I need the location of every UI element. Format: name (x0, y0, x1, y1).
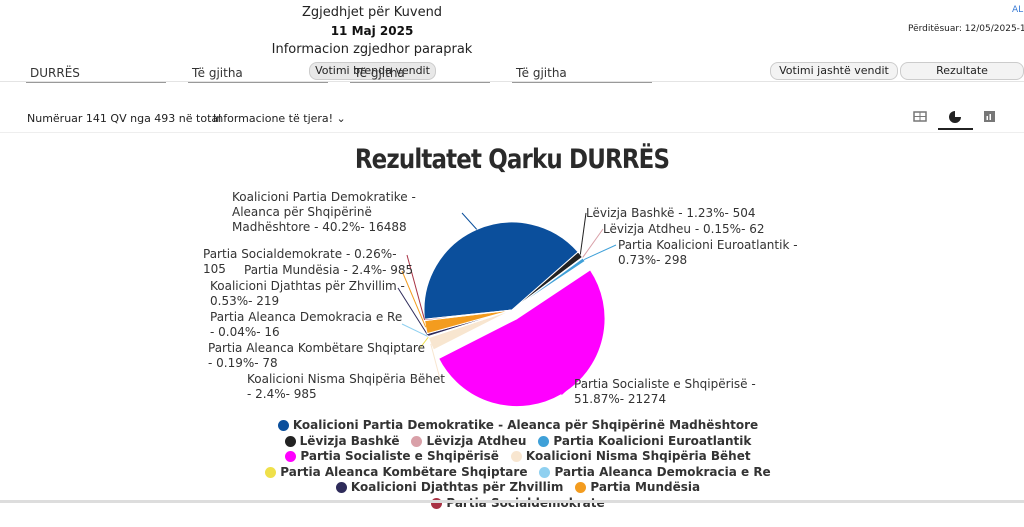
header-subtitle: Informacion zgjedhor paraprak (271, 42, 473, 57)
legend-label: Lëvizja Atdheu (426, 433, 527, 448)
data-label: Partia Mundësia - 2.4%- 985 (244, 263, 414, 277)
legend-label: Partia Koalicioni Euroatlantik (553, 433, 752, 448)
data-label: Partia Socialiste e Shqipërisë - 51.87%-… (574, 377, 756, 406)
chart-title: Rezultatet Qarku DURRËS (354, 144, 670, 175)
bottom-bar (0, 500, 1024, 503)
legend-item: Partia Aleanca Kombëtare Shqiptare (265, 465, 527, 481)
data-label: Lëvizja Bashkë - 1.23%- 504 (586, 206, 756, 220)
updated: Përditësuar: 12/05/2025-11:35 (908, 24, 1024, 34)
data-label: Koalicioni Nisma Shqipëria Bëhet - 2.4%-… (247, 372, 445, 401)
header-date: 11 Maj 2025 (330, 24, 414, 38)
leader-line (401, 270, 427, 328)
tab-button[interactable]: Votimi brenda vendit (309, 62, 436, 80)
filter[interactable]: Të gjitha (350, 60, 490, 83)
leader-line (582, 228, 604, 258)
data-label: Partia Aleanca Kombëtare Shqiptare - 0.1… (208, 341, 425, 370)
legend: Koalicioni Partia Demokratike - Aleanca … (238, 418, 798, 511)
legend-item: Partia Koalicioni Euroatlantik (538, 434, 751, 450)
legend-swatch (538, 435, 550, 447)
legend-label: Partia Aleanca Kombëtare Shqiptare (280, 464, 528, 479)
data-label: Partia Aleanca Demokracia e Re - 0.04%- … (210, 310, 403, 339)
data-label: Koalicioni Partia Demokratike - Aleanca … (232, 190, 416, 234)
legend-label: Koalicioni Nisma Shqipëria Bëhet (525, 449, 751, 463)
legend-swatch (510, 451, 522, 463)
data-label: Partia Koalicioni Euroatlantik - 0.73%- … (618, 238, 798, 267)
divider (0, 81, 1024, 82)
filter[interactable]: Të gjitha (188, 60, 328, 83)
filter-text: Të gjitha (516, 66, 567, 80)
tab-button[interactable]: Votimi jashtë vendit (770, 62, 898, 80)
leader-line (583, 244, 617, 260)
leader-line (419, 336, 429, 349)
data-label: Lëvizja Atdheu - 0.15%- 62 (603, 222, 765, 236)
tab-button[interactable]: Rezultate (900, 62, 1024, 80)
legend-item: Partia Socialdemokrate (431, 496, 605, 512)
counted: Numëruar 141 QV nga 493 në total (27, 112, 222, 125)
leader-line (561, 384, 573, 395)
legend-item: Lëvizja Bashkë (284, 433, 400, 450)
filter-text: Të gjitha (354, 66, 405, 80)
leader-line (579, 212, 587, 255)
filter-text: Të gjitha (192, 66, 243, 80)
legend-label: Koalicioni Partia Demokratike - Aleanca … (292, 418, 759, 432)
legend-label: Koalicioni Djathtas për Zhvillim (350, 480, 564, 494)
legend-item: Koalicioni Djathtas për Zhvillim (335, 480, 564, 496)
more-info-text: Informacione të tjera! (213, 112, 334, 125)
legend-swatch (265, 466, 277, 478)
leader-line (397, 287, 429, 336)
legend-swatch (277, 420, 289, 432)
legend-swatch (431, 497, 443, 509)
divider (0, 132, 1024, 133)
legend-label: Lëvizja Bashkë (299, 433, 400, 448)
legend-label: Partia Mundësia (590, 480, 701, 494)
legend-swatch (335, 482, 347, 494)
header-title: Zgjedhjet për Kuvend (301, 5, 443, 20)
leader-line (401, 323, 429, 338)
more-info[interactable]: Informacione të tjera! ⌄ (213, 112, 346, 125)
legend-swatch (411, 435, 423, 447)
legend-swatch (539, 466, 551, 478)
legend-item: Lëvizja Atdheu (411, 434, 526, 450)
data-label: Partia Socialdemokrate - 0.26%- 105 (203, 247, 397, 276)
legend-swatch (285, 451, 297, 463)
legend-label: Partia Socialiste e Shqipërisë (300, 449, 499, 463)
filter-text: DURRËS (30, 66, 80, 80)
pie-slice (423, 221, 579, 320)
filter[interactable]: DURRËS (26, 60, 166, 83)
legend-swatch (284, 435, 296, 447)
leader-line (406, 254, 426, 321)
legend-item: Partia Mundësia (575, 480, 700, 496)
view-icons (913, 110, 995, 130)
legend-item: Partia Aleanca Demokracia e Re (539, 464, 771, 481)
leader-line (461, 212, 478, 230)
legend-item: Partia Socialiste e Shqipërisë (285, 449, 499, 465)
legend-item: Koalicioni Partia Demokratike - Aleanca … (277, 418, 759, 434)
legend-item: Koalicioni Nisma Shqipëria Bëhet (510, 449, 751, 465)
language[interactable]: AL (1012, 5, 1024, 15)
legend-swatch (575, 482, 587, 494)
legend-label: Partia Aleanca Demokracia e Re (554, 464, 771, 479)
data-label: Koalicioni Djathtas për Zhvillim - 0.53%… (210, 279, 405, 308)
leader-line (430, 343, 441, 380)
legend-label: Partia Socialdemokrate (446, 496, 604, 512)
filter[interactable]: Të gjitha (512, 60, 652, 83)
